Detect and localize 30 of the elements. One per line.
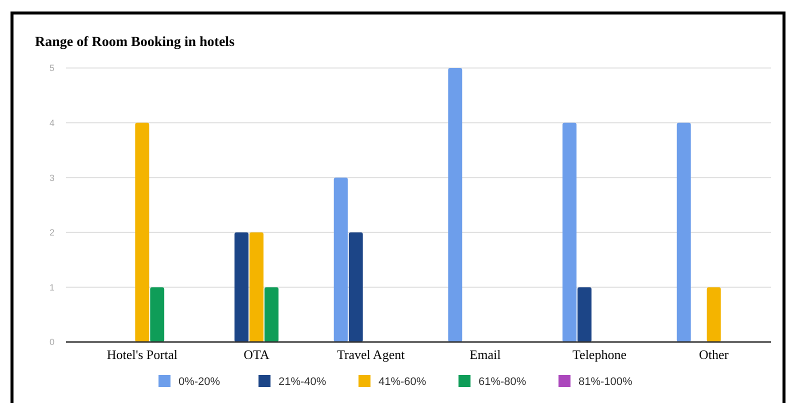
y-tick-label: 4 [49, 118, 55, 128]
legend-label: 41%-60% [378, 376, 426, 388]
x-tick-label: Other [699, 347, 730, 362]
legend-label: 0%-20% [178, 376, 220, 388]
y-tick-label: 3 [49, 172, 55, 183]
bar [348, 232, 363, 342]
bar [706, 287, 721, 342]
x-tick-label: Email [470, 347, 502, 362]
chart-title: Range of Room Booking in hotels [35, 35, 236, 50]
bar [234, 232, 248, 342]
bar [334, 178, 348, 342]
legend-label: 81%-100% [578, 376, 633, 388]
legend-label: 21%-40% [278, 376, 326, 388]
bar [250, 232, 264, 342]
bar [578, 287, 592, 342]
y-tick-label: 0 [49, 337, 55, 348]
legend-label: 61%-80% [478, 376, 526, 388]
bar [264, 287, 278, 342]
x-tick-label: Hotel's Portal [106, 347, 178, 362]
bar [562, 122, 576, 342]
x-tick-label: Travel Agent [336, 347, 406, 362]
bar [135, 122, 150, 342]
y-tick-label: 2 [49, 228, 55, 238]
bar [150, 287, 164, 342]
bar [676, 122, 691, 342]
x-tick-label: Telephone [572, 347, 627, 362]
x-tick-label: OTA [244, 347, 270, 362]
y-tick-label: 5 [49, 63, 55, 74]
y-tick-label: 1 [49, 282, 55, 292]
bar [448, 68, 462, 342]
